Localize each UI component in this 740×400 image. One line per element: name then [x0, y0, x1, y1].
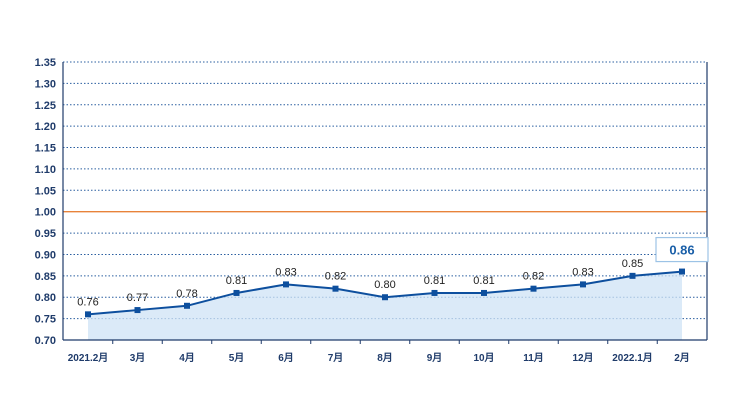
data-labels: 0.76 0.77 0.78 0.81 0.83 0.82 0.80 0.81 0.81 0.82… — [77, 236, 709, 308]
y-tick-label: 0.70 — [35, 335, 56, 347]
x-tick-label: 5月 — [229, 352, 245, 364]
y-tick-label: 0.75 — [35, 314, 56, 326]
x-tick-label: 4月 — [179, 352, 195, 364]
data-point-marker — [283, 281, 289, 288]
data-label: 0.77 — [127, 292, 148, 304]
data-label: 0.82 — [523, 271, 544, 283]
x-tick-label: 11月 — [523, 352, 544, 364]
y-tick-label: 0.95 — [35, 228, 56, 240]
data-point-marker — [530, 285, 537, 292]
x-tick-label: 2021.2月 — [68, 352, 109, 364]
x-tick-label: 10月 — [473, 352, 494, 364]
y-tick-label: 1.15 — [35, 143, 56, 155]
y-tick-label: 1.00 — [35, 207, 56, 219]
x-tick-label: 2月 — [674, 352, 690, 364]
data-label: 0.81 — [424, 275, 445, 287]
data-label: 0.80 — [374, 279, 395, 291]
data-label: 0.83 — [275, 266, 296, 278]
data-point-marker — [382, 294, 388, 301]
y-tick-label: 1.30 — [35, 78, 56, 90]
y-tick-labels: 0.70 0.75 0.80 0.85 0.90 0.95 1.00 1.05 1.10 1.15… — [35, 57, 56, 347]
data-label: 0.82 — [325, 271, 346, 283]
y-tick-label: 0.80 — [35, 292, 56, 304]
data-point-marker — [233, 289, 240, 296]
x-tick-label: 12月 — [572, 352, 593, 364]
x-tick-label: 9月 — [427, 352, 443, 364]
data-point-marker — [580, 281, 586, 288]
x-tick-label: 7月 — [328, 352, 344, 364]
highlight-label-box — [655, 236, 709, 263]
x-tick-label: 3月 — [130, 352, 146, 364]
data-label: 0.83 — [572, 266, 593, 278]
axes — [62, 62, 708, 344]
y-tick-label: 1.35 — [35, 57, 56, 69]
data-point-marker — [184, 302, 190, 309]
data-point-marker — [134, 307, 141, 314]
x-tick-label: 6月 — [278, 352, 294, 364]
y-tick-label: 1.20 — [35, 121, 56, 133]
data-points — [85, 268, 685, 318]
data-label: 0.85 — [622, 258, 643, 270]
data-point-marker — [85, 311, 91, 318]
data-label: 0.81 — [473, 275, 494, 287]
data-point-marker — [431, 289, 438, 296]
x-tick-labels: 2021.2月 3月 4月 5月 6月 7月 8月 9月 10月 11月 12月 2022.1月 2月 — [68, 352, 690, 364]
data-label: 0.78 — [176, 288, 197, 300]
y-tick-label: 1.05 — [35, 185, 56, 197]
x-tick-label: 2022.1月 — [612, 352, 653, 364]
y-tick-label: 1.10 — [35, 164, 56, 176]
data-point-marker — [332, 285, 339, 292]
x-tick-label: 8月 — [377, 352, 393, 364]
y-tick-label: 0.85 — [35, 271, 56, 283]
y-tick-label: 0.90 — [35, 249, 56, 261]
data-label-highlight: 0.86 — [669, 243, 694, 258]
y-tick-label: 1.25 — [35, 100, 56, 112]
data-point-marker — [679, 268, 685, 275]
data-label: 0.81 — [226, 275, 247, 287]
data-point-marker — [629, 272, 636, 279]
data-point-marker — [481, 289, 487, 296]
data-label: 0.76 — [77, 296, 98, 308]
